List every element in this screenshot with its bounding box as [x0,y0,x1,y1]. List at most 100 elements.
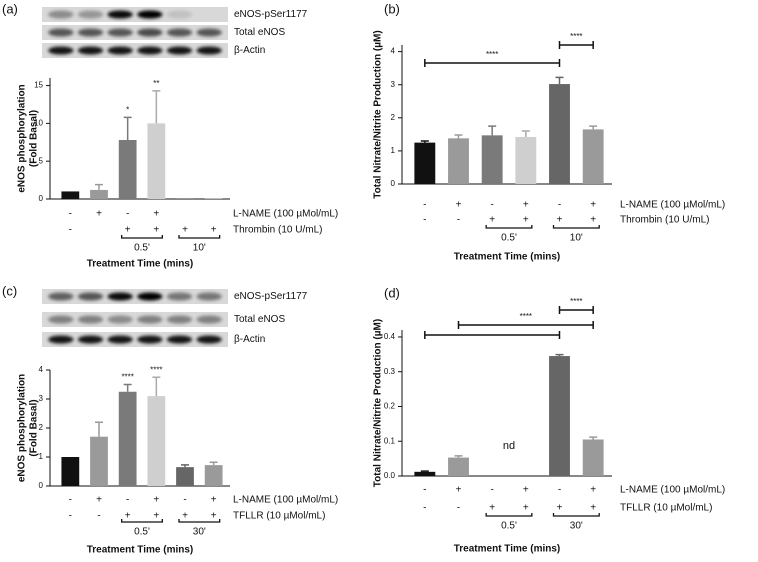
significance-bracket [558,306,594,314]
error-bar [152,90,161,124]
y-axis-label: eNOS phosphorylation [17,84,28,192]
bar [448,457,469,476]
treatment-name: TFLLR (10 µMol/mL) [620,503,712,514]
blot-label: β-Actin [234,45,265,56]
y-tick-label: 1 [391,146,396,155]
y-tick-label: 0.1 [384,436,396,445]
treatment-name: Thrombin (10 U/mL) [233,225,322,236]
error-bar [181,464,189,468]
blot-band [107,28,133,37]
blot-band [166,46,193,55]
treatment-sign: + [590,485,596,496]
bar [582,129,604,184]
blot-band [48,46,74,55]
error-bar [95,183,103,190]
error-bar [123,383,132,392]
blot-band [77,292,104,301]
treatment-sign: - [126,209,129,220]
blot-band [77,10,104,19]
y-tick-label: 0 [39,481,44,490]
blot-label: β-Actin [234,334,265,345]
significance: **** [570,32,582,41]
error-bar [589,125,598,130]
bar [90,189,108,199]
time-label: 30' [570,521,583,532]
bar [549,84,570,184]
blot-band [77,315,104,324]
treatment-sign: - [69,495,72,506]
significance-bracket [424,331,561,339]
y-tick-label: 0.3 [384,367,396,376]
blot-band [137,10,163,19]
y-tick-label: 0 [391,179,396,188]
treatment-sign: + [96,209,102,220]
treatment-name: TFLLR (10 µMol/mL) [233,511,325,522]
significance: **** [486,50,498,59]
time-label: 0.5' [501,233,517,244]
error-bar [420,140,429,143]
blot-band [166,335,193,344]
treatment-sign: - [97,511,100,522]
time-bracket [178,235,221,239]
y-tick-label: 0.4 [384,332,396,341]
treatment-sign: + [489,215,495,226]
x-axis-label: Treatment Time (mins) [454,252,561,263]
treatment-sign: + [489,503,495,514]
treatment-sign: + [182,511,188,522]
x-axis-label: Treatment Time (mins) [87,545,194,556]
y-tick-label: 5 [39,156,44,165]
treatment-name: L-NAME (100 µMol/mL) [233,209,338,220]
treatment-sign: + [153,225,159,236]
blot-band [196,46,222,55]
bar [118,140,137,199]
blot-band [166,10,193,19]
bar [582,439,604,476]
significance: * [126,105,129,114]
blot-band [137,335,163,344]
treatment-sign: + [590,215,596,226]
treatment-sign: + [456,200,462,211]
bar [147,123,166,199]
blot-band [48,292,74,301]
time-bracket [552,225,600,229]
error-bar [555,76,564,85]
treatment-sign: - [69,225,72,236]
treatment-sign: - [69,209,72,220]
error-bar [589,436,598,440]
blot-band [196,315,222,324]
significance: ** [153,79,159,88]
y-tick-label: 3 [39,394,44,403]
error-bar [521,130,530,138]
treatment-sign: + [456,485,462,496]
blot-band [107,46,133,55]
treatment-sign: - [183,495,186,506]
error-bar [454,455,463,458]
blot-band [48,10,74,19]
treatment-sign: - [423,200,426,211]
y-tick-label: 4 [391,47,396,56]
blot-band [107,335,133,344]
bar [448,138,469,184]
y-axis-label: (Fold Basal) [29,110,40,167]
blot-band [166,28,193,37]
treatment-sign: + [96,495,102,506]
bar [204,465,223,486]
y-tick-label: 3 [391,80,396,89]
bar [515,137,537,184]
blot-band [137,315,163,324]
treatment-sign: - [558,485,561,496]
treatment-name: Thrombin (10 U/mL) [620,215,709,226]
bar [549,356,570,476]
time-bracket [485,513,533,517]
y-tick-label: 15 [34,81,43,90]
blot-band [77,46,104,55]
treatment-name: L-NAME (100 µMol/mL) [233,495,338,506]
bar [61,457,80,486]
bar [204,198,223,199]
treatment-sign: + [557,503,563,514]
bar [147,396,166,486]
y-axis-label: Total Nitrate/Nitrite Production (µM) [373,319,384,487]
y-tick-label: 2 [39,423,44,432]
bar [414,471,436,476]
treatment-sign: + [523,215,529,226]
